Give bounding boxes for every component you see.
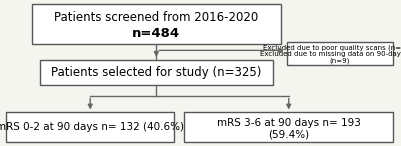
FancyBboxPatch shape [184, 112, 393, 142]
FancyBboxPatch shape [40, 60, 273, 85]
Text: (59.4%): (59.4%) [268, 129, 309, 139]
FancyBboxPatch shape [32, 4, 281, 44]
Text: mRS 3-6 at 90 days n= 193: mRS 3-6 at 90 days n= 193 [217, 118, 360, 128]
Text: Patients selected for study (n=325): Patients selected for study (n=325) [51, 66, 261, 79]
Text: mRS 0-2 at 90 days n= 132 (40.6%): mRS 0-2 at 90 days n= 132 (40.6%) [0, 122, 184, 132]
Text: Excluded due to poor quality scans (n=150): Excluded due to poor quality scans (n=15… [263, 45, 401, 51]
FancyBboxPatch shape [6, 112, 174, 142]
Text: n=484: n=484 [132, 27, 180, 40]
Text: Patients screened from 2016-2020: Patients screened from 2016-2020 [54, 11, 259, 24]
Text: (n=9): (n=9) [330, 58, 350, 64]
Text: Excluded due to missing data on 90-day mRS: Excluded due to missing data on 90-day m… [260, 51, 401, 57]
FancyBboxPatch shape [287, 42, 393, 65]
